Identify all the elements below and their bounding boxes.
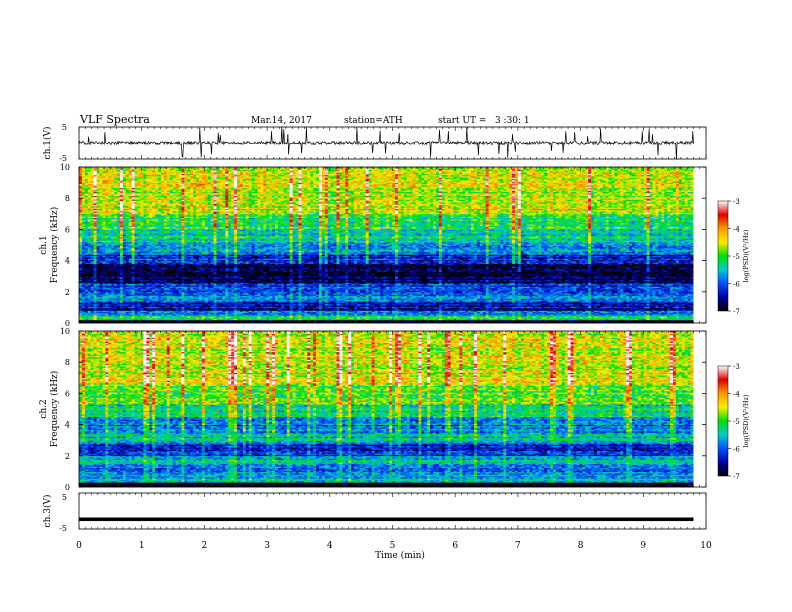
ch1-spectrogram-image — [79, 167, 706, 323]
date-label: Mar.14, 2017 — [251, 116, 312, 126]
ch1-waveform-line — [79, 127, 694, 160]
ch1-ytick-top: 5 — [62, 123, 67, 132]
ch1-ytick-bottom: -5 — [59, 154, 67, 163]
vlf-spectra-figure: VLF Spectra Mar.14, 2017 station=ATH sta… — [0, 0, 792, 612]
figure-canvas: VLF Spectra Mar.14, 2017 station=ATH sta… — [0, 0, 792, 612]
station-label: station=ATH — [344, 116, 403, 126]
figure-title: VLF Spectra — [79, 113, 150, 126]
start-ut-label: start UT = 3 :30: 1 — [438, 116, 530, 126]
ch1-ylabel: ch.1(V) — [42, 127, 53, 160]
